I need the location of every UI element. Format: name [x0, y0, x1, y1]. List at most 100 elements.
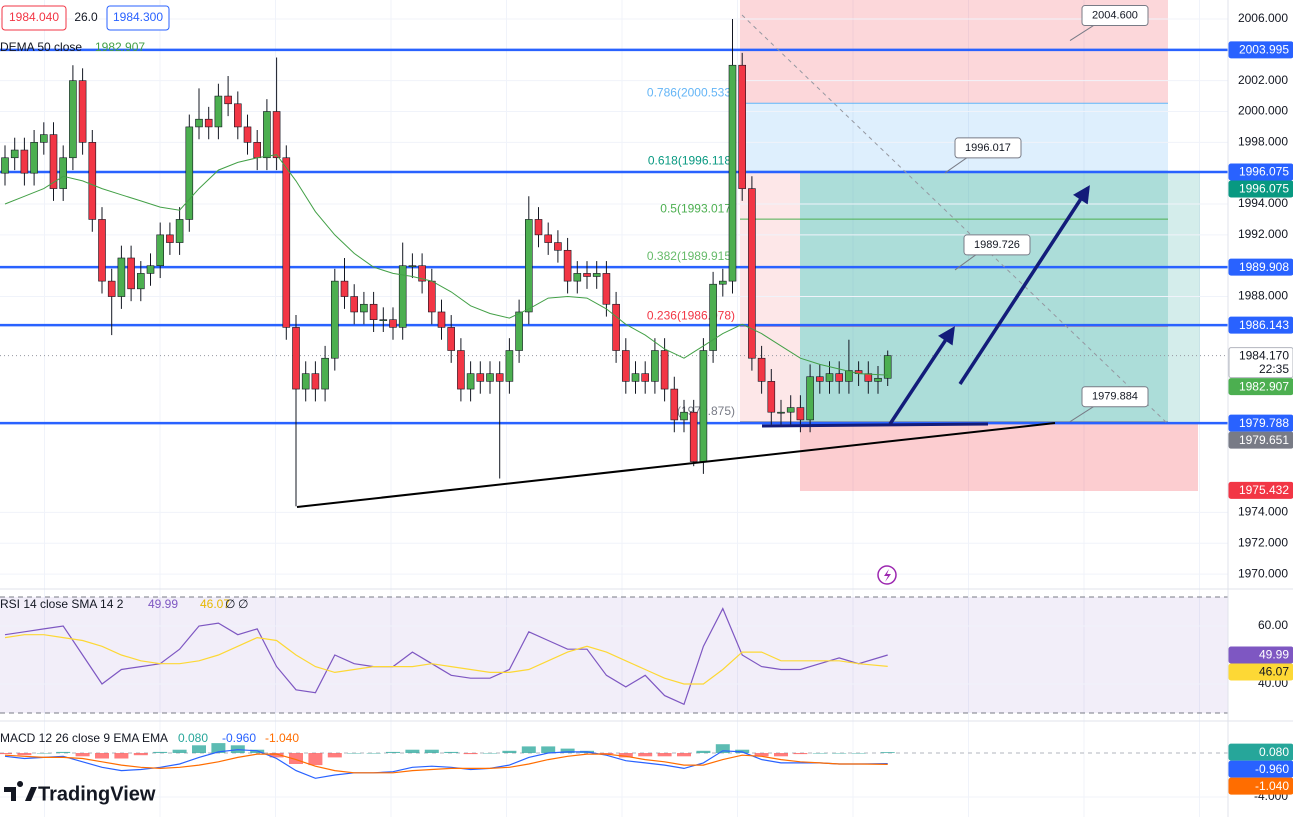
candle-body [49, 134, 58, 189]
candle-body [583, 273, 591, 277]
candle-body [39, 134, 48, 143]
macd-hist-bar [424, 749, 439, 754]
candle-body [748, 188, 756, 359]
candle-body [786, 407, 795, 413]
candle-body [224, 95, 232, 105]
candle-body [282, 157, 291, 328]
macd-hist-bar [463, 753, 478, 755]
macd-hist-bar [95, 753, 109, 759]
candle-body [195, 118, 203, 128]
candle-body [670, 388, 679, 421]
price-tag-label: 0.080 [1259, 745, 1289, 759]
macd-hist-bar [677, 753, 691, 757]
candle-body [272, 111, 281, 159]
candle-body [301, 373, 310, 390]
indicator-line [4, 607, 888, 706]
indicator-line [4, 634, 888, 685]
price-axis-bg [1228, 0, 1293, 817]
macd-hist-bar [541, 746, 556, 754]
fib-label: 0.786(2000.533) [647, 85, 735, 99]
note-pointer [1069, 405, 1096, 423]
legend-name: DEMA 50 close [0, 40, 82, 54]
position-profit-ext [1168, 172, 1200, 424]
macd-line [4, 753, 888, 774]
candle-body [389, 319, 397, 328]
candle-body [592, 273, 601, 277]
macd-hist-bar [754, 753, 769, 757]
candle-body [311, 373, 320, 390]
candle-body [699, 350, 708, 462]
candle-body [30, 142, 38, 174]
candle-body [874, 377, 882, 382]
legend-na: ∅ [238, 597, 248, 611]
macd-hist-bar [502, 750, 517, 754]
macd-hist-bar [880, 752, 895, 754]
candle-body [369, 303, 378, 320]
macd-hist-bar [153, 751, 168, 754]
macd-hist-bar [386, 751, 400, 754]
candle-body [680, 411, 688, 421]
candle-body [253, 142, 261, 159]
note-box [954, 137, 1022, 159]
candle-body [175, 219, 184, 243]
arrow [888, 326, 955, 425]
legend-value: -1.040 [265, 731, 299, 745]
y-tick-label: 1972.000 [1238, 535, 1288, 549]
candle-body [20, 149, 29, 174]
candle-body [107, 280, 116, 297]
y-tick-label: 2006.000 [1238, 11, 1288, 25]
candle-body [204, 118, 213, 128]
price-tag [1228, 163, 1293, 181]
candle-body [554, 242, 562, 251]
candle-body [321, 357, 329, 390]
price-tag [1228, 316, 1293, 334]
note-box [1081, 386, 1149, 408]
price-tag-label: 1979.788 [1239, 416, 1289, 430]
bid-box[interactable] [1, 5, 67, 31]
countdown: 22:35 [1259, 362, 1289, 376]
y-tick-label: 1994.000 [1238, 196, 1288, 210]
candle-body [156, 234, 164, 267]
position-stop [800, 424, 1198, 491]
macd-hist-bar [405, 749, 420, 754]
ask-box[interactable] [106, 5, 170, 31]
position-profit [800, 172, 1168, 424]
candle-body [835, 373, 844, 382]
candle-body [806, 376, 814, 421]
note-label: 1989.726 [974, 239, 1020, 251]
price-tag-label: 1986.143 [1239, 318, 1289, 332]
candle-body [767, 381, 776, 413]
y-tick-label: 1988.000 [1238, 289, 1288, 303]
candle-body [709, 283, 717, 351]
candle-body [505, 350, 514, 382]
macd-hist-bar [133, 753, 148, 756]
macd-hist-bar [715, 744, 730, 754]
candle-body [127, 257, 135, 290]
candle-body [243, 126, 252, 143]
candle-body [612, 303, 620, 351]
candle-body [166, 234, 174, 243]
macd-hist-bar [366, 753, 381, 754]
candle-body [651, 350, 659, 382]
y-tick-label: 1992.000 [1238, 227, 1288, 241]
price-tag [1228, 760, 1293, 778]
candle-body [98, 219, 106, 282]
candle-body [718, 280, 727, 285]
note-label: 2004.600 [1092, 9, 1138, 21]
candle-body [457, 350, 465, 390]
candle-body [845, 370, 853, 382]
price-tag [1228, 180, 1293, 198]
price-tag-label: 1996.075 [1239, 165, 1289, 179]
note-pointer [944, 156, 969, 174]
macd-hist-bar [114, 753, 129, 759]
candle-body [544, 234, 553, 243]
y-tick-label: 1970.000 [1238, 566, 1288, 580]
macd-hist-bar [289, 753, 303, 765]
macd-hist-bar [347, 753, 362, 754]
candle-body [437, 311, 446, 328]
candle-body [757, 357, 766, 382]
candle-body [379, 319, 388, 321]
price-tag [1228, 663, 1293, 681]
price-tag-label: 1996.075 [1239, 182, 1289, 196]
macd-hist-bar [444, 751, 459, 754]
